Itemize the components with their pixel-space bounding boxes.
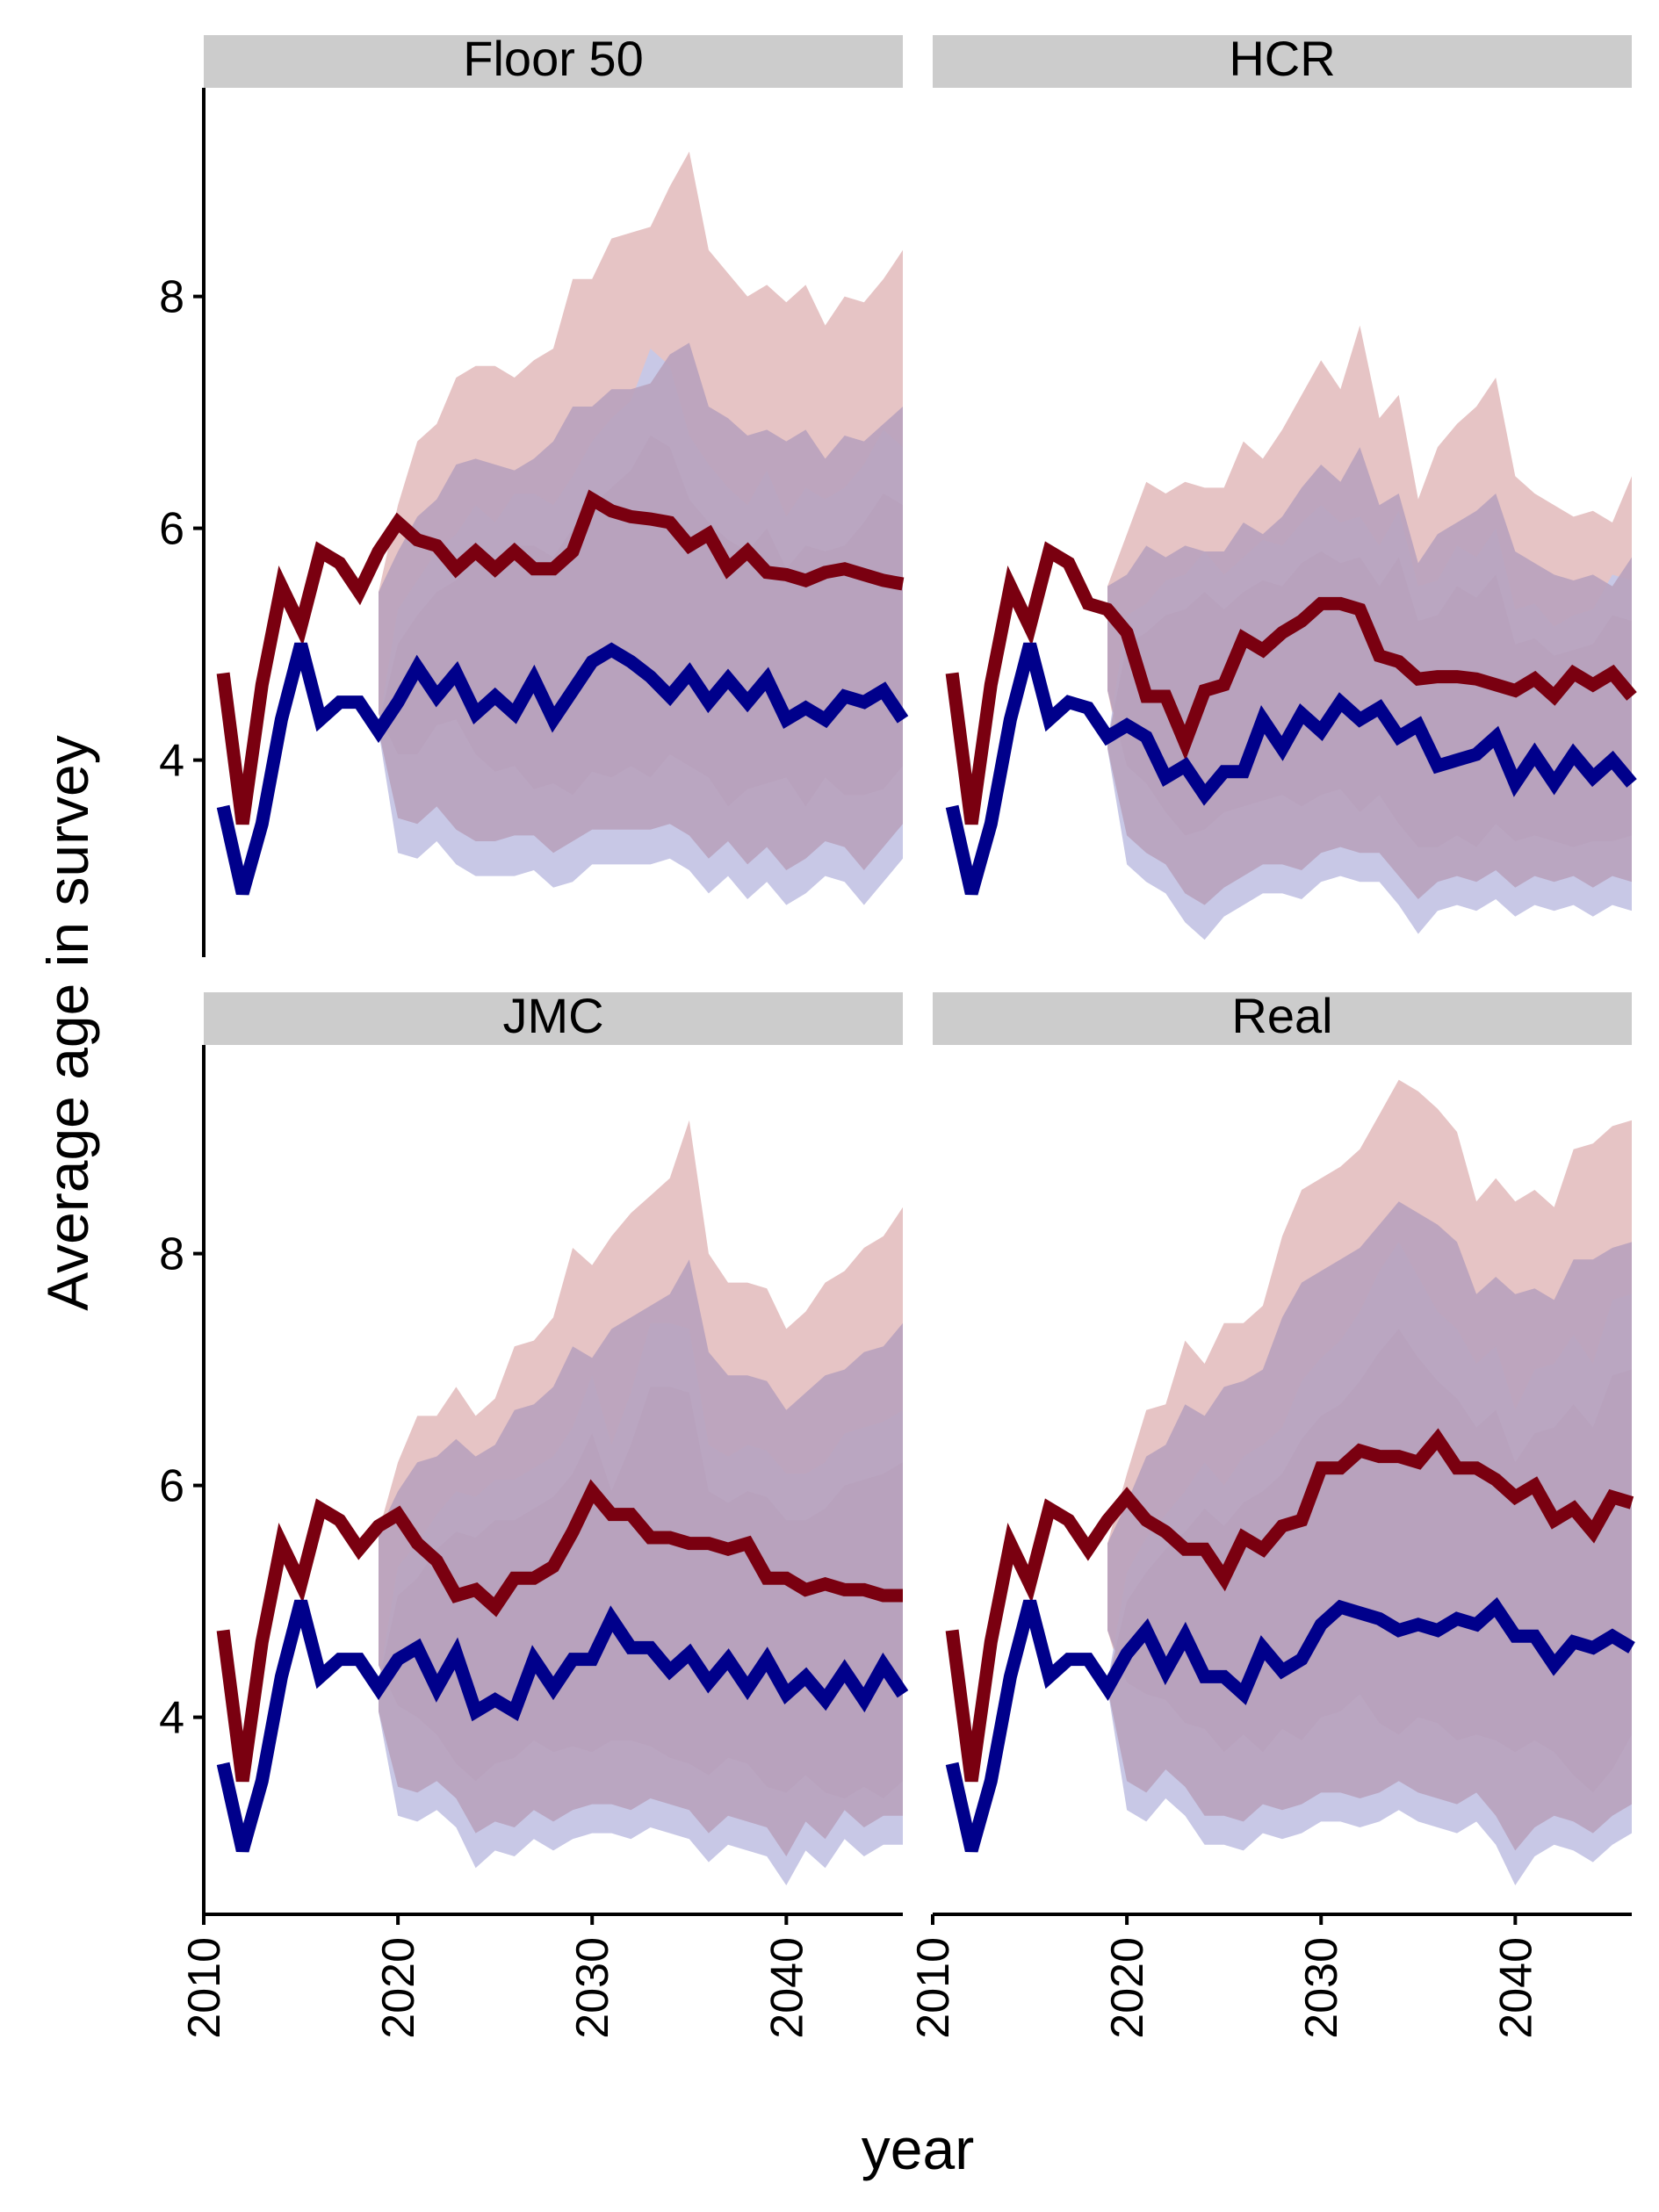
y-tick-label: 6: [159, 1461, 184, 1512]
panel-3: JMC 4 6 8 2010 2020 2030 2040: [159, 988, 909, 2039]
y-tick-label: 4: [159, 736, 184, 787]
x-tick-label: 2020: [1102, 1937, 1153, 2039]
panel-4: Real 2010 2020 2030 2040: [908, 988, 1635, 2039]
y-axis-title: Average age in survey: [35, 735, 100, 1311]
red-series-line: [945, 541, 1637, 825]
panel-strip: [204, 35, 903, 88]
panel-1: Floor 50 4 6 8: [159, 31, 909, 957]
blue-series-line: [945, 642, 1637, 896]
x-tick-label: 2030: [1296, 1937, 1347, 2039]
blue-series-line: [216, 1599, 909, 1853]
x-tick-label: 2010: [908, 1937, 959, 2039]
y-tick-label: 6: [159, 504, 184, 555]
panel-title: Floor 50: [463, 31, 643, 86]
x-tick-label: 2030: [567, 1937, 618, 2039]
x-tick-label: 2040: [1490, 1937, 1541, 2039]
panel-strip: [204, 992, 903, 1045]
panel-2: HCR: [933, 31, 1637, 940]
x-axis-title: year: [862, 2116, 974, 2181]
x-tick-label: 2010: [179, 1937, 230, 2039]
red-series-line: [216, 489, 905, 825]
blue-series-line: [216, 642, 909, 896]
blue-inner-band: [1107, 1329, 1632, 1851]
x-tick-label: 2020: [373, 1937, 424, 2039]
y-tick-label: 4: [159, 1693, 184, 1744]
blue-inner-band: [379, 436, 903, 870]
blue-inner-band: [379, 1387, 903, 1856]
blue-series-line: [945, 1596, 1635, 1853]
y-tick-label: 8: [159, 1229, 184, 1280]
panel-title: JMC: [502, 988, 603, 1043]
x-tick-label: 2040: [761, 1937, 812, 2039]
panel-strip: [933, 35, 1632, 88]
y-tick-label: 8: [159, 272, 184, 323]
panel-title: Real: [1231, 988, 1332, 1043]
red-series-line: [216, 1479, 903, 1783]
panel-title: HCR: [1229, 31, 1335, 86]
red-series-line: [945, 1428, 1634, 1783]
panel-strip: [933, 992, 1632, 1045]
